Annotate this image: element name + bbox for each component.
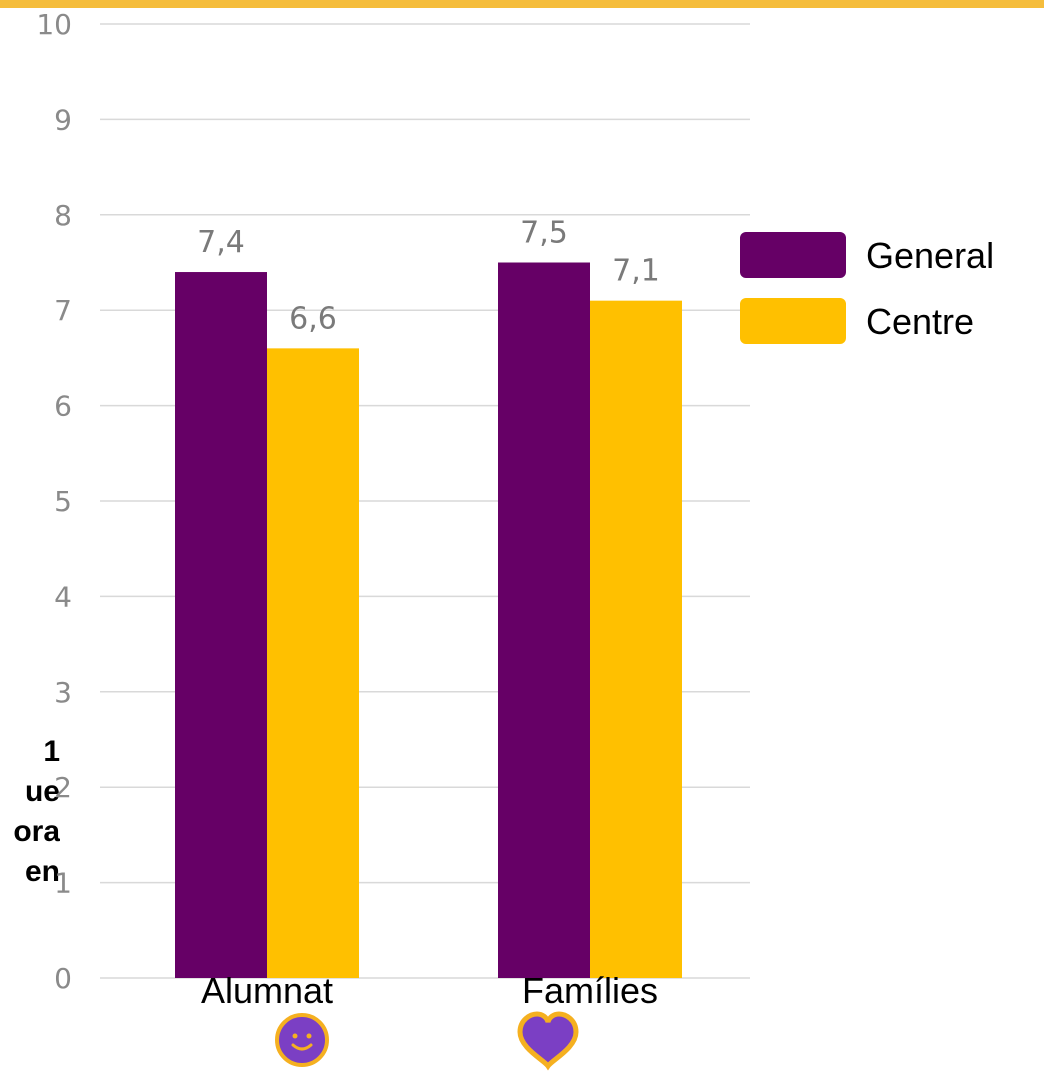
bar-centre [590, 300, 682, 978]
category-labels: Alumnat Famílies [201, 970, 658, 1011]
bar-general [175, 272, 267, 978]
side-text-line: 1 [43, 735, 60, 768]
y-tick-label: 2 [54, 771, 72, 804]
y-tick-label: 9 [54, 103, 72, 136]
y-tick-label: 6 [54, 390, 72, 423]
heart-icon [517, 1011, 579, 1071]
y-tick-label: 7 [54, 294, 72, 327]
smiley-icon [275, 1013, 329, 1067]
side-text-line: ue [24, 775, 60, 808]
y-tick-label: 10 [36, 8, 72, 41]
y-tick-label: 3 [54, 676, 72, 709]
bar-general [498, 262, 590, 978]
y-tick-label: 8 [54, 199, 72, 232]
category-label: Famílies [522, 970, 658, 1011]
legend-swatch-centre [740, 298, 846, 344]
legend-swatch-general [740, 232, 846, 278]
legend-label: General [866, 235, 994, 276]
category-label: Alumnat [201, 970, 333, 1011]
data-label: 7,5 [520, 216, 568, 251]
bar-centre [267, 348, 359, 978]
legend-label: Centre [866, 301, 974, 342]
y-tick-label: 1 [54, 867, 72, 900]
y-tick-label: 5 [54, 485, 72, 518]
side-text-line: ora [13, 815, 60, 848]
side-text-fragment: 1 ue ora en [0, 732, 60, 892]
data-label: 6,6 [289, 301, 337, 336]
data-label: 7,4 [197, 225, 245, 260]
data-label: 7,1 [612, 254, 660, 289]
category-icons [275, 1011, 579, 1071]
data-labels: 7,4 6,6 7,5 7,1 [197, 216, 660, 337]
side-text-line: en [24, 855, 60, 888]
legend: General Centre [740, 232, 994, 344]
bars [175, 262, 682, 978]
y-tick-label: 0 [54, 962, 72, 995]
y-tick-label: 4 [54, 580, 72, 613]
top-accent-bar [0, 0, 1044, 8]
